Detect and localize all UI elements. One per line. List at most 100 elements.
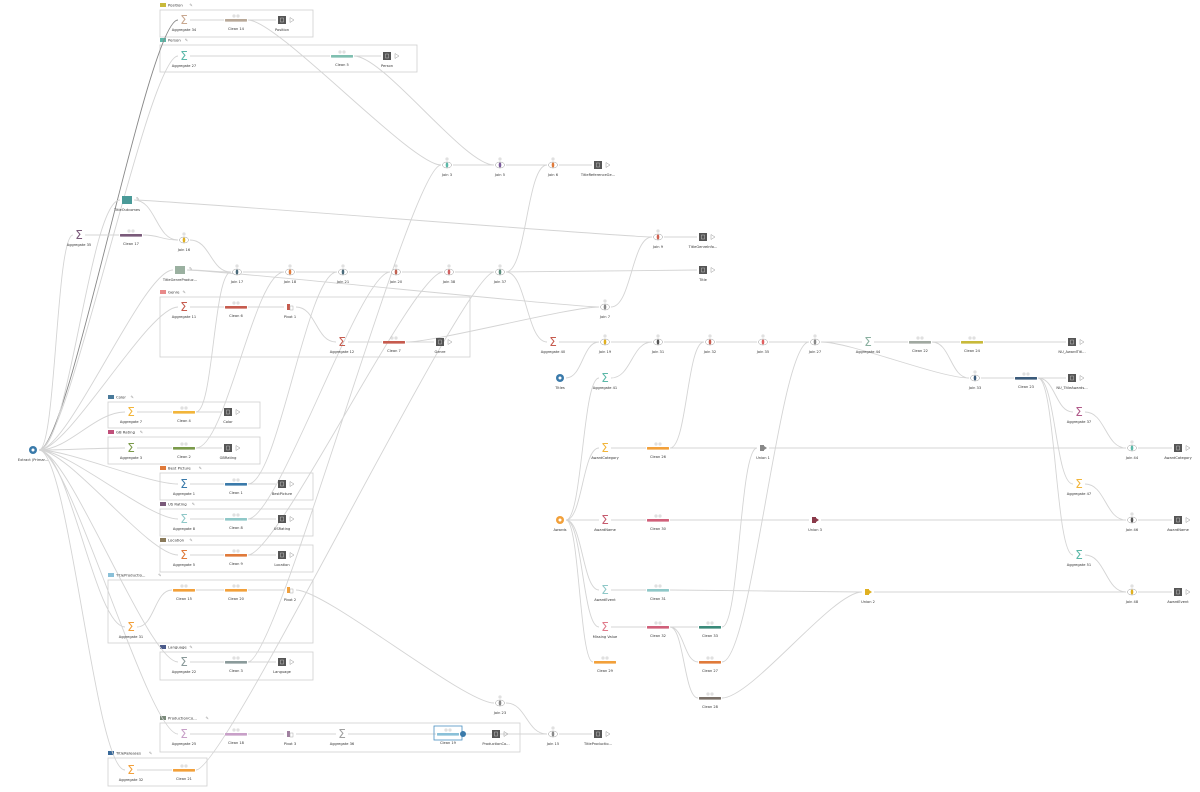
step-clean7[interactable]: Clean 7 (383, 336, 405, 353)
edit-pencil-icon[interactable]: ✎ (149, 751, 152, 756)
step-out_location[interactable]: Location (274, 551, 295, 567)
step-join21[interactable]: Join 21 (336, 264, 349, 284)
edit-pencil-icon[interactable]: ✎ (183, 290, 186, 295)
step-clean21[interactable]: Clean 21 (173, 764, 195, 781)
step-join35[interactable]: Join 35 (756, 334, 769, 354)
step-tgp[interactable]: ✎ TitleGenreProduc... (162, 266, 197, 282)
step-join44[interactable]: Join 44 (1125, 440, 1139, 460)
run-flow-play-icon[interactable] (447, 339, 453, 345)
step-clean17[interactable]: Clean 17 (120, 229, 142, 246)
step-awards[interactable]: Awards (553, 516, 567, 532)
step-join27[interactable]: Join 27 (808, 334, 821, 354)
edit-pencil-icon[interactable]: ✎ (131, 395, 134, 400)
step-clean19[interactable]: Clean 19 (433, 725, 466, 745)
edit-pencil-icon[interactable]: ✎ (206, 716, 209, 721)
step-join23[interactable]: Join 23 (493, 695, 506, 715)
run-flow-play-icon[interactable] (1079, 339, 1085, 345)
run-flow-play-icon[interactable] (235, 445, 241, 451)
step-clean23[interactable]: Clean 23 (1015, 372, 1037, 389)
step-titles[interactable]: Titles (554, 374, 565, 390)
step-join7[interactable]: Join 7 (599, 299, 610, 319)
add-step-button[interactable] (460, 731, 466, 737)
run-flow-play-icon[interactable] (289, 659, 295, 665)
step-join38[interactable]: Join 38 (442, 264, 456, 284)
step-clean29[interactable]: Clean 29 (594, 656, 616, 673)
group-label[interactable]: GB Rating (116, 430, 136, 435)
step-out_color[interactable]: Color (223, 408, 241, 424)
step-join33[interactable]: Join 33 (968, 370, 981, 390)
step-out_nuta[interactable]: NU_TitleAwards... (1056, 374, 1088, 390)
step-titleoutcomes[interactable]: ✎ TitleOutcomes (113, 196, 140, 212)
edit-pencil-icon[interactable]: ✎ (189, 538, 192, 543)
step-clean14[interactable]: Clean 14 (225, 14, 247, 31)
step-out_awardcategory[interactable]: AwardCategory (1164, 444, 1193, 460)
step-out_nuat[interactable]: NU_AwardTitl... (1058, 338, 1086, 354)
step-out_title[interactable]: Title (698, 266, 716, 282)
step-join17[interactable]: Join 17 (230, 264, 243, 284)
step-pivot1[interactable]: Pivot 1 (284, 304, 296, 319)
group-genre[interactable]: Genre ✎ (159, 290, 471, 358)
step-clean32[interactable]: Clean 32 (647, 621, 669, 638)
step-join19[interactable]: Join 19 (598, 334, 612, 354)
step-pivot3[interactable]: Pivot 3 (284, 731, 296, 746)
step-clean20[interactable]: Clean 20 (225, 584, 247, 601)
group-person[interactable]: Person ✎ (159, 38, 418, 73)
edit-pencil-icon[interactable]: ✎ (192, 502, 195, 507)
step-join18[interactable]: Join 18 (283, 264, 297, 284)
edit-pencil-icon[interactable]: ✎ (199, 466, 202, 471)
run-flow-play-icon[interactable] (1185, 517, 1191, 523)
step-clean28[interactable]: Clean 28 (699, 692, 721, 709)
run-flow-play-icon[interactable] (235, 409, 241, 415)
group-label[interactable]: Location (168, 538, 185, 543)
group-position[interactable]: Position ✎ (159, 3, 314, 38)
step-ex[interactable]: Extract (Primar... (18, 446, 48, 462)
edit-pencil-icon[interactable]: ✎ (140, 430, 143, 435)
step-join9[interactable]: Join 9 (652, 229, 664, 249)
step-join31[interactable]: Join 31 (651, 334, 664, 354)
step-clean24[interactable]: Clean 24 (961, 336, 983, 353)
step-join32[interactable]: Join 32 (703, 334, 716, 354)
step-join37[interactable]: Join 37 (493, 264, 506, 284)
step-clean26[interactable]: Clean 26 (647, 442, 669, 459)
step-pivot2[interactable]: Pivot 2 (284, 587, 296, 602)
step-out_trg[interactable]: TitleReferenceGe... (580, 161, 615, 177)
step-clean22[interactable]: Clean 22 (909, 336, 931, 353)
group-language[interactable]: Language ✎ (159, 645, 314, 681)
step-join5[interactable]: Join 5 (494, 157, 505, 177)
step-out_awardname[interactable]: AwardName (1167, 516, 1191, 532)
edit-pencil-icon[interactable]: ✎ (136, 196, 139, 201)
group-usrating[interactable]: US Rating ✎ (159, 502, 314, 537)
edit-pencil-icon[interactable]: ✎ (185, 38, 188, 43)
edit-pencil-icon[interactable]: ✎ (189, 3, 192, 8)
step-union1[interactable]: Union 1 (756, 445, 770, 460)
run-flow-play-icon[interactable] (710, 267, 716, 273)
run-flow-play-icon[interactable] (1079, 375, 1085, 381)
step-join48[interactable]: Join 48 (1125, 584, 1139, 604)
step-out_genre[interactable]: Genre (435, 338, 453, 354)
group-label[interactable]: Position (168, 3, 183, 8)
step-out_tp[interactable]: TitleProductio... (583, 730, 612, 746)
group-label[interactable]: US Rating (168, 502, 187, 507)
group-color[interactable]: Color ✎ (107, 395, 261, 429)
step-clean15[interactable]: Clean 15 (173, 584, 195, 601)
step-union3[interactable]: Union 3 (808, 517, 822, 532)
step-join15[interactable]: Join 15 (546, 726, 559, 746)
step-out_pc[interactable]: ProductionCo... (482, 730, 510, 746)
step-out_language[interactable]: Language (273, 658, 295, 674)
step-clean8[interactable]: Clean 8 (225, 513, 247, 530)
